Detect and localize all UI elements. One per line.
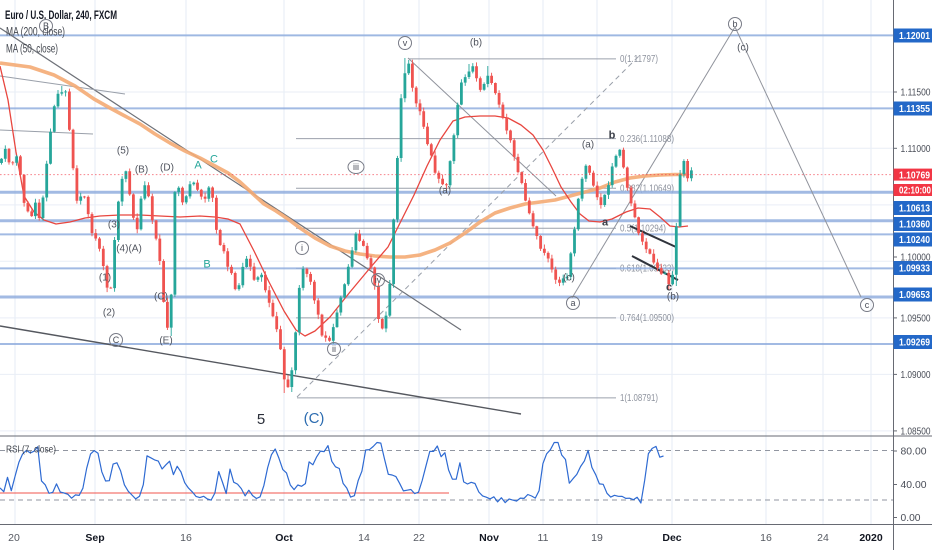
svg-text:MA (50, close): MA (50, close) (6, 44, 58, 56)
svg-text:(D): (D) (160, 163, 174, 174)
svg-text:40.00: 40.00 (901, 480, 927, 491)
svg-text:1.09500: 1.09500 (901, 313, 931, 324)
svg-text:1.09933: 1.09933 (899, 264, 930, 275)
svg-text:1.10240: 1.10240 (899, 235, 930, 246)
svg-text:a: a (570, 298, 575, 308)
svg-text:22: 22 (413, 532, 425, 544)
svg-text:Nov: Nov (479, 532, 499, 544)
svg-text:19: 19 (591, 532, 603, 544)
svg-text:2020: 2020 (859, 532, 883, 544)
svg-text:0.382(1.10649): 0.382(1.10649) (620, 183, 674, 194)
svg-text:Dec: Dec (662, 532, 681, 544)
svg-text:(B): (B) (135, 165, 148, 176)
svg-text:1.09269: 1.09269 (899, 338, 930, 349)
svg-text:1.10769: 1.10769 (899, 170, 930, 181)
svg-text:(1): (1) (99, 273, 111, 284)
svg-text:0(1.11797): 0(1.11797) (620, 54, 658, 65)
svg-text:B: B (43, 21, 49, 31)
svg-text:1.11500: 1.11500 (901, 88, 931, 99)
svg-text:1.12001: 1.12001 (899, 31, 930, 42)
svg-text:(E): (E) (159, 336, 172, 347)
svg-text:11: 11 (538, 532, 549, 544)
svg-text:0.5(1.10294): 0.5(1.10294) (620, 224, 666, 235)
svg-text:16: 16 (760, 532, 772, 544)
svg-text:02:10:00: 02:10:00 (899, 186, 931, 197)
svg-text:0.00: 0.00 (901, 513, 921, 524)
svg-text:MA (200, close): MA (200, close) (6, 27, 65, 39)
svg-text:(b): (b) (470, 38, 482, 49)
svg-text:1(1.08791): 1(1.08791) (620, 393, 658, 404)
svg-text:1.08500: 1.08500 (901, 426, 931, 437)
svg-text:1.09000: 1.09000 (901, 370, 931, 381)
svg-text:i: i (301, 243, 303, 253)
svg-text:(C): (C) (154, 292, 168, 303)
svg-text:B: B (203, 259, 210, 271)
svg-text:0.236(1.11088): 0.236(1.11088) (620, 134, 674, 145)
svg-text:(a): (a) (439, 186, 451, 197)
svg-text:c: c (865, 300, 870, 310)
svg-text:a: a (602, 217, 609, 229)
svg-text:iii: iii (353, 162, 359, 172)
svg-text:(C): (C) (304, 410, 325, 427)
svg-text:1.10000: 1.10000 (901, 253, 931, 264)
svg-text:RSI (7, close): RSI (7, close) (6, 444, 56, 456)
svg-text:C: C (210, 154, 218, 166)
svg-text:1.11355: 1.11355 (899, 104, 930, 115)
svg-text:c: c (666, 282, 672, 294)
svg-text:Euro / U.S. Dollar, 240, FXCM: Euro / U.S. Dollar, 240, FXCM (5, 8, 117, 22)
svg-text:iv: iv (375, 275, 382, 285)
svg-text:16: 16 (180, 532, 192, 544)
svg-text:A: A (194, 160, 202, 172)
svg-text:(a): (a) (582, 140, 594, 151)
svg-text:(b): (b) (667, 292, 679, 303)
svg-text:(2): (2) (103, 308, 115, 319)
svg-text:(c): (c) (563, 273, 575, 284)
svg-text:(4)(A): (4)(A) (116, 244, 142, 255)
svg-text:b: b (609, 130, 616, 142)
svg-text:1.11000: 1.11000 (901, 144, 931, 155)
svg-text:20: 20 (8, 532, 20, 544)
svg-text:(5): (5) (117, 146, 129, 157)
svg-text:1.10360: 1.10360 (899, 220, 930, 231)
svg-text:80.00: 80.00 (901, 447, 927, 458)
svg-text:0.764(1.09500): 0.764(1.09500) (620, 313, 674, 324)
svg-text:5: 5 (257, 411, 265, 428)
svg-text:24: 24 (817, 532, 829, 544)
svg-text:Oct: Oct (275, 532, 293, 544)
svg-text:14: 14 (358, 532, 370, 544)
svg-text:1.10613: 1.10613 (899, 204, 930, 215)
svg-text:ii: ii (332, 344, 336, 354)
svg-text:Sep: Sep (85, 532, 104, 544)
svg-text:1.09653: 1.09653 (899, 290, 930, 301)
svg-text:v: v (403, 38, 408, 48)
svg-text:C: C (113, 335, 120, 345)
svg-text:(3): (3) (108, 220, 120, 231)
svg-text:(c): (c) (737, 43, 749, 54)
svg-text:b: b (732, 19, 737, 29)
